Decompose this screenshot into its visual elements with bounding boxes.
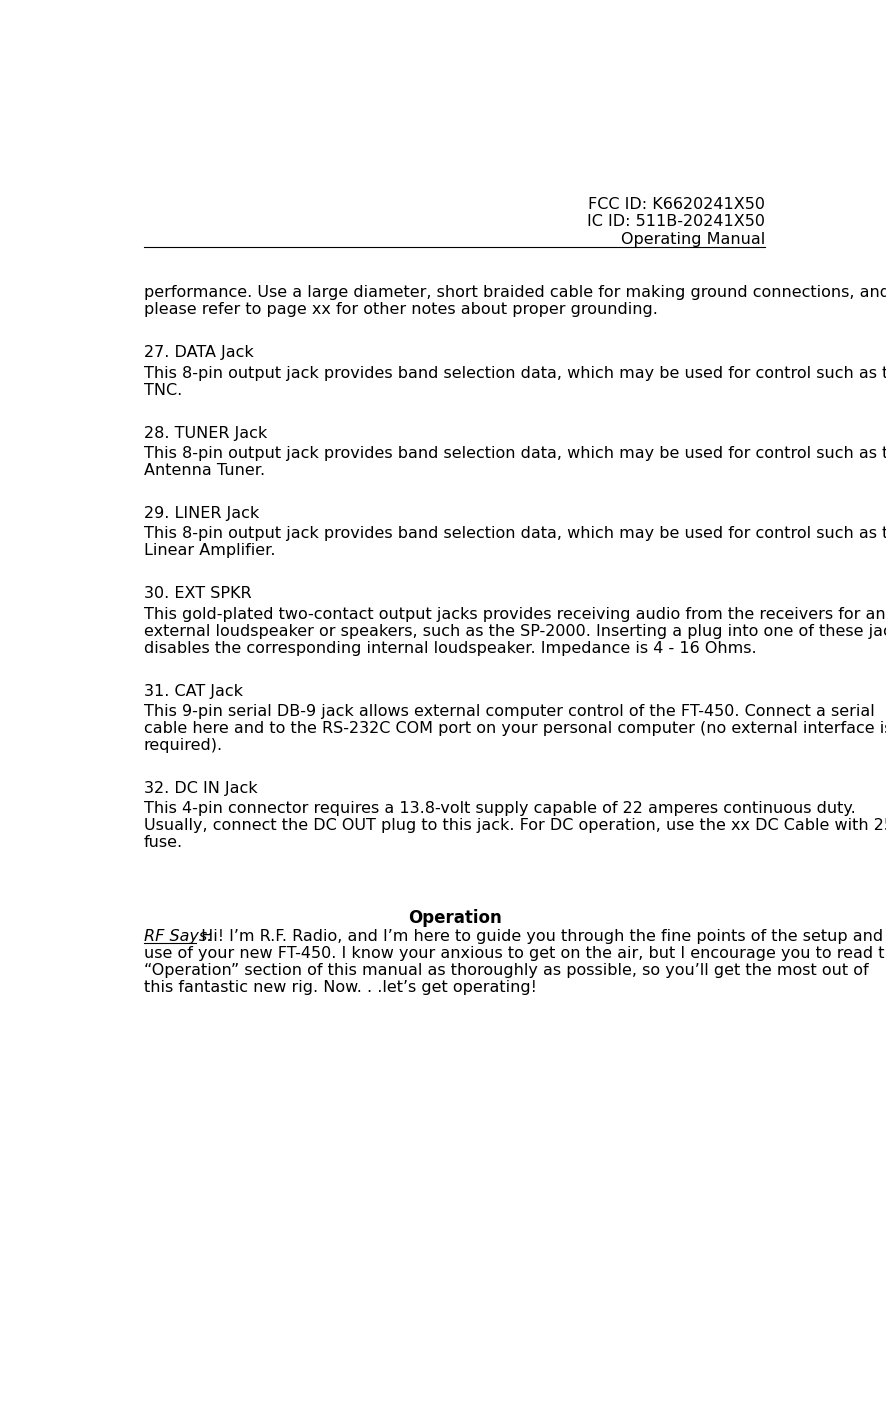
Text: use of your new FT-450. I know your anxious to get on the air, but I encourage y: use of your new FT-450. I know your anxi… [144,946,886,961]
Text: This 8-pin output jack provides band selection data, which may be used for contr: This 8-pin output jack provides band sel… [144,527,886,541]
Text: Linear Amplifier.: Linear Amplifier. [144,544,275,558]
Text: Operation: Operation [408,909,501,927]
Text: IC ID: 511B-20241X50: IC ID: 511B-20241X50 [587,214,765,229]
Text: This 9-pin serial DB-9 jack allows external computer control of the FT-450. Conn: This 9-pin serial DB-9 jack allows exter… [144,704,874,719]
Text: 31. CAT Jack: 31. CAT Jack [144,684,243,699]
Text: please refer to page xx for other notes about proper grounding.: please refer to page xx for other notes … [144,302,657,317]
Text: 27. DATA Jack: 27. DATA Jack [144,345,253,361]
Text: Operating Manual: Operating Manual [620,231,765,247]
Text: Usually, connect the DC OUT plug to this jack. For DC operation, use the xx DC C: Usually, connect the DC OUT plug to this… [144,818,886,834]
Text: This 8-pin output jack provides band selection data, which may be used for contr: This 8-pin output jack provides band sel… [144,446,886,462]
Text: this fantastic new rig. Now. . .let’s get operating!: this fantastic new rig. Now. . .let’s ge… [144,980,536,995]
Text: “Operation” section of this manual as thoroughly as possible, so you’ll get the : “Operation” section of this manual as th… [144,963,867,978]
Text: This 8-pin output jack provides band selection data, which may be used for contr: This 8-pin output jack provides band sel… [144,365,886,381]
Text: 29. LINER Jack: 29. LINER Jack [144,506,259,521]
Text: 30. EXT SPKR: 30. EXT SPKR [144,586,252,602]
Text: FCC ID: K6620241X50: FCC ID: K6620241X50 [587,196,765,212]
Text: 32. DC IN Jack: 32. DC IN Jack [144,781,257,797]
Text: TNC.: TNC. [144,382,182,398]
Text: This gold-plated two-contact output jacks provides receiving audio from the rece: This gold-plated two-contact output jack… [144,606,884,622]
Text: Antenna Tuner.: Antenna Tuner. [144,463,265,479]
Text: cable here and to the RS-232C COM port on your personal computer (no external in: cable here and to the RS-232C COM port o… [144,721,886,736]
Text: fuse.: fuse. [144,835,183,851]
Text: 28. TUNER Jack: 28. TUNER Jack [144,426,267,440]
Text: This 4-pin connector requires a 13.8-volt supply capable of 22 amperes continuou: This 4-pin connector requires a 13.8-vol… [144,801,855,816]
Text: performance. Use a large diameter, short braided cable for making ground connect: performance. Use a large diameter, short… [144,285,886,300]
Text: required).: required). [144,738,222,753]
Text: RF Says:: RF Says: [144,929,213,944]
Text: Hi! I’m R.F. Radio, and I’m here to guide you through the fine points of the set: Hi! I’m R.F. Radio, and I’m here to guid… [196,929,882,944]
Text: external loudspeaker or speakers, such as the SP-2000. Inserting a plug into one: external loudspeaker or speakers, such a… [144,623,886,639]
Text: disables the corresponding internal loudspeaker. Impedance is 4 - 16 Ohms.: disables the corresponding internal loud… [144,640,756,656]
